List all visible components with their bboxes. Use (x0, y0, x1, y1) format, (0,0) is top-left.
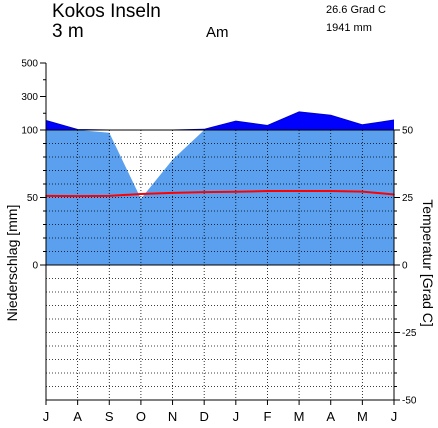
right-tick-label: 25 (402, 193, 414, 204)
temperature-point (329, 190, 332, 192)
right-tick-label: 0 (402, 261, 408, 272)
temperature-point (108, 195, 111, 197)
temperature-point (298, 190, 300, 192)
month-label: J (391, 409, 398, 424)
precipitation-fill-layer (46, 111, 394, 265)
mean-temperature: 26.6 Grad C (326, 4, 386, 16)
annual-precipitation: 1941 mm (326, 22, 372, 34)
temperature-point (235, 191, 237, 193)
temperature-point (76, 195, 79, 197)
month-label: J (43, 409, 50, 424)
month-label: M (357, 409, 368, 424)
temperature-point (171, 192, 174, 194)
temperature-point (361, 190, 364, 193)
right-tick-label: -25 (402, 328, 417, 339)
temperature-point (266, 190, 269, 192)
month-label: N (168, 409, 177, 424)
left-tick-label: 50 (27, 193, 39, 204)
y-axis-label-right: Temperatur [Grad C] (420, 199, 436, 327)
climate-classification: Am (206, 24, 229, 41)
left-tick-label: 0 (32, 261, 38, 272)
station-title: Kokos Inseln (52, 1, 161, 22)
left-tick-label: 300 (21, 92, 38, 103)
y-axis-label-left: Niederschlag [mm] (4, 204, 20, 322)
temperature-point (203, 191, 205, 193)
month-label: S (105, 409, 114, 424)
temperature-line (45, 190, 395, 198)
temperature-point (140, 193, 142, 195)
left-tick-label: 500 (21, 59, 38, 70)
perhumid-area (46, 111, 394, 130)
month-label: D (199, 409, 208, 424)
right-tick-label: 50 (402, 126, 414, 137)
month-label: O (136, 409, 146, 424)
left-tick-label: 100 (21, 126, 38, 137)
right-tick-label: -50 (402, 396, 417, 407)
month-label: A (326, 409, 335, 424)
month-label: M (294, 409, 305, 424)
station-elevation: 3 m (52, 21, 84, 42)
axes-layer (40, 62, 400, 405)
grid-layer (46, 130, 394, 400)
month-label: A (73, 409, 82, 424)
month-label: F (263, 409, 271, 424)
month-label: J (233, 409, 240, 424)
